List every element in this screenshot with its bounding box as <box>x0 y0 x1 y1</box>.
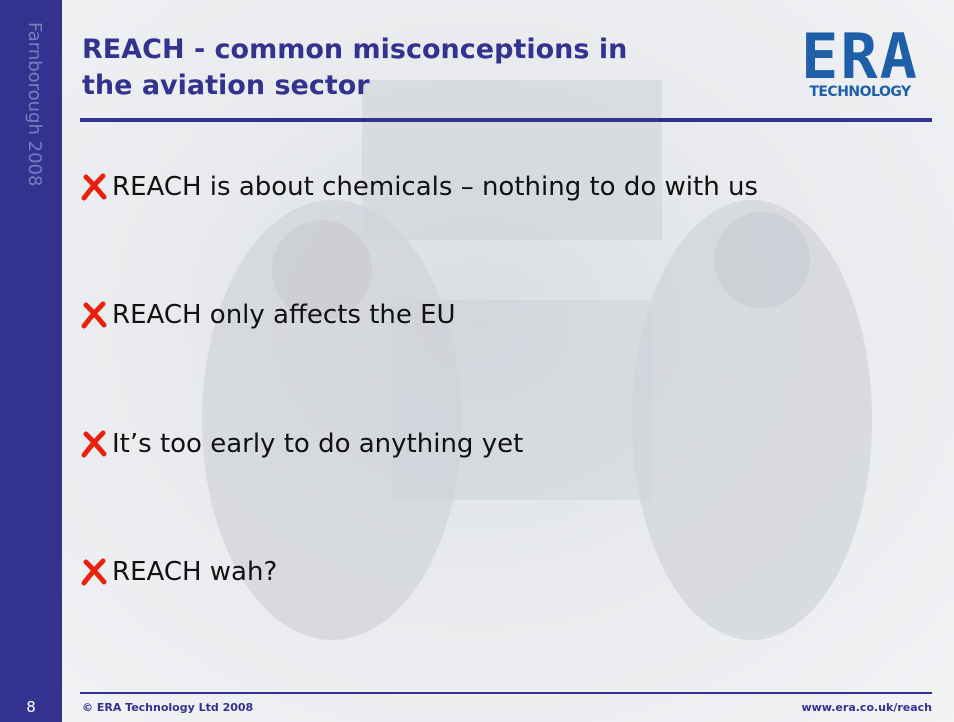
bullet: It’s too early to do anything yet <box>80 429 523 459</box>
bullet: REACH wah? <box>80 557 277 587</box>
bullet-text: REACH only affects the EU <box>112 300 456 330</box>
cockpit-background <box>202 80 872 640</box>
sidebar <box>0 0 62 722</box>
page-number: 8 <box>26 698 36 716</box>
logo-name: ERA <box>801 20 919 93</box>
cross-icon <box>81 430 107 458</box>
footer-rule <box>80 692 932 694</box>
bullet: REACH only affects the EU <box>80 300 456 330</box>
logo: ERA TECHNOLOGY <box>788 20 932 106</box>
bullet: REACH is about chemicals – nothing to do… <box>80 172 758 202</box>
footer-copyright: © ERA Technology Ltd 2008 <box>82 701 254 714</box>
cross-icon <box>81 558 107 586</box>
footer-url: www.era.co.uk/reach <box>801 701 932 714</box>
logo-tagline: TECHNOLOGY <box>809 84 911 100</box>
slide-title: REACH - common misconceptions in the avi… <box>82 32 627 104</box>
event-label: Farnborough 2008 <box>24 22 45 187</box>
bullet-text: REACH is about chemicals – nothing to do… <box>112 172 758 202</box>
title-line: the aviation sector <box>82 70 370 101</box>
cross-icon <box>81 301 107 329</box>
bullet-text: It’s too early to do anything yet <box>112 429 524 459</box>
title-rule <box>80 118 932 122</box>
cross-icon <box>81 173 107 201</box>
title-line: REACH - common misconceptions in <box>82 34 628 65</box>
bullet-text: REACH wah? <box>112 557 278 587</box>
